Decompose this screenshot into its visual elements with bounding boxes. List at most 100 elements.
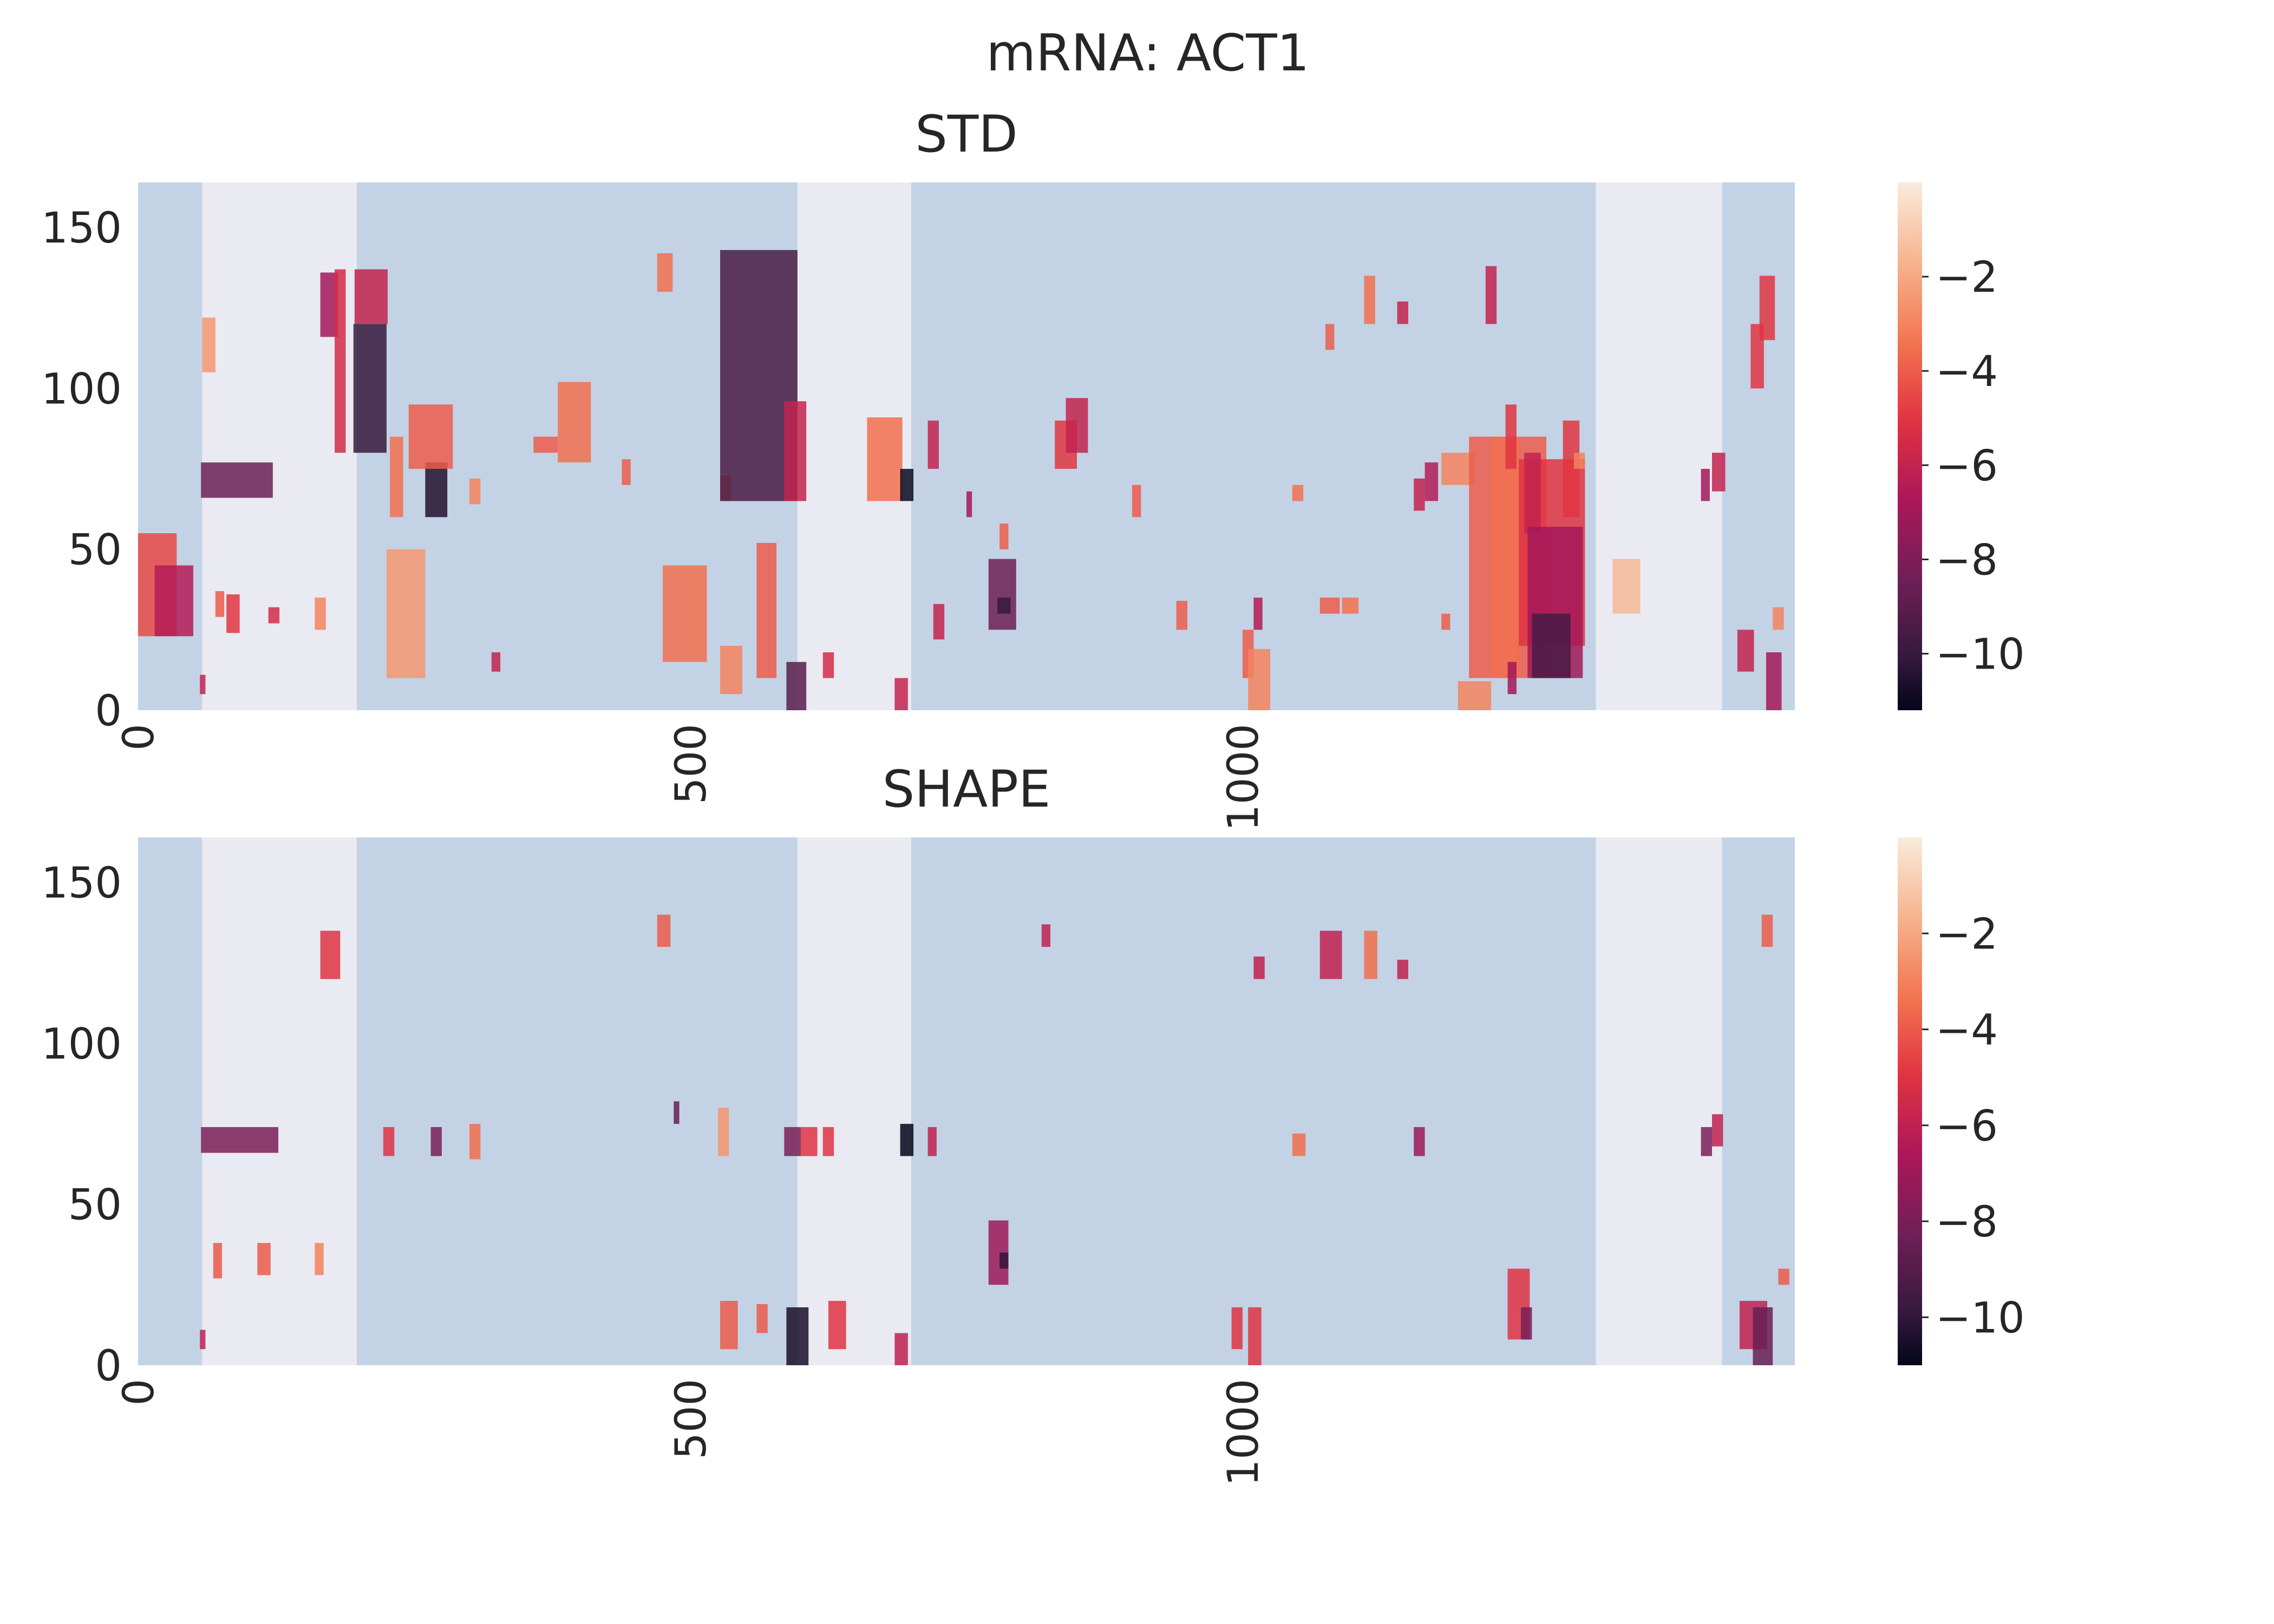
colorbar-tick-label: −2 (1936, 910, 1998, 959)
heatmap-cell (1507, 662, 1517, 695)
heatmap-cell (1325, 324, 1335, 350)
heatmap-cell (1292, 1133, 1306, 1156)
heatmap-cell (657, 914, 671, 947)
background-band (138, 837, 202, 1365)
heatmap-cell (786, 1307, 809, 1365)
background-band (1596, 182, 1722, 710)
heatmap-cell (1364, 931, 1377, 979)
colorbar-tick-label: −4 (1936, 348, 1998, 396)
colorbar-tick-label: −4 (1936, 1006, 1998, 1055)
heatmap-cell (756, 542, 777, 678)
heatmap-cell (1414, 478, 1425, 511)
background-band (797, 837, 911, 1365)
y-tick-label: 0 (95, 1342, 122, 1391)
heatmap-cell (900, 1124, 914, 1156)
y-tick-label: 100 (41, 1020, 122, 1069)
heatmap-cell (720, 646, 742, 695)
heatmap-cell (201, 1127, 279, 1153)
colorbar-tick-label: −10 (1936, 1294, 2025, 1343)
heatmap-cell (1524, 453, 1541, 534)
heatmap-cell (353, 324, 387, 453)
heatmap-cell (315, 1243, 324, 1275)
heatmap-cell (1761, 914, 1773, 947)
x-tick-label: 0 (115, 1379, 164, 1406)
background-band (202, 837, 357, 1365)
heatmap-cell (828, 1301, 846, 1350)
heatmap-cell (1364, 276, 1375, 324)
heatmap-cell (408, 404, 453, 469)
heatmap-cell (1759, 276, 1775, 340)
heatmap-cell (720, 1301, 738, 1350)
heatmap-cell (1253, 597, 1263, 630)
heatmap-cell (1458, 681, 1491, 710)
heatmap-cell (354, 269, 388, 324)
heatmap-cell (999, 1252, 1009, 1269)
colorbar (1898, 837, 1922, 1365)
heatmap-cell (268, 607, 280, 624)
heatmap-cell (674, 1101, 679, 1124)
heatmap-cell (1414, 1127, 1425, 1156)
heatmap-cell (469, 1124, 481, 1160)
heatmap-cell (383, 1127, 395, 1156)
y-tick-label: 0 (95, 687, 122, 736)
background-band (202, 182, 357, 710)
panel-std: STD 0 50 100 150 0 500 1000 −2 −4 −6 −8 −10 (41, 105, 2025, 831)
heatmap-cell (1778, 1268, 1789, 1285)
x-tick-label: 500 (667, 724, 716, 804)
heatmap-cell (1485, 266, 1497, 324)
colorbar-tick-label: −8 (1936, 536, 1998, 585)
heatmap-cell (1701, 469, 1710, 501)
heatmap-cell (1737, 630, 1754, 672)
heatmap-cell (200, 1330, 206, 1350)
colorbar-tick-label: −8 (1936, 1198, 1998, 1247)
background-band (1722, 837, 1795, 1365)
background-band (1722, 182, 1795, 710)
heatmap-cell (900, 469, 914, 501)
colorbar (1898, 182, 1922, 710)
heatmap-cell (320, 931, 341, 979)
heatmap-cell (1712, 453, 1726, 492)
heatmap-cell (558, 382, 591, 463)
heatmap-cell (784, 401, 807, 501)
heatmap-cell (756, 1304, 768, 1333)
heatmap-cell (257, 1243, 271, 1275)
x-tick-label: 0 (115, 724, 164, 751)
heatmap-cell (1397, 959, 1408, 979)
heatmap-cell (927, 420, 939, 469)
heatmap-cell (201, 462, 273, 498)
heatmap-cell (1248, 649, 1270, 710)
heatmap-cell (1342, 597, 1359, 614)
heatmap-cell (784, 1127, 801, 1156)
heatmap-cell (387, 549, 426, 678)
heatmap-cell (430, 1127, 442, 1156)
heatmap-cell (786, 662, 807, 710)
heatmap-cell (1773, 607, 1784, 630)
colorbar-tick-label: −10 (1936, 631, 2025, 679)
heatmap-cell (1319, 597, 1340, 614)
heatmap-cell (999, 523, 1009, 549)
y-tick-label: 50 (68, 1181, 122, 1230)
heatmap-cell (215, 591, 225, 617)
heatmap-cell (1491, 436, 1519, 678)
heatmap-cell (1574, 453, 1585, 469)
heatmap-cell (966, 491, 972, 518)
heatmap-cell (1753, 1307, 1773, 1365)
heatmap-cell (226, 594, 240, 633)
heatmap-cell (663, 565, 707, 662)
y-tick-label: 150 (41, 859, 122, 908)
background-band (356, 837, 798, 1365)
heatmap-cell (1521, 1307, 1532, 1340)
heatmap-cell (202, 317, 215, 372)
heatmap-cell (1612, 559, 1641, 614)
colorbar-tick-label: −6 (1936, 442, 1998, 490)
heatmap-cell (894, 678, 908, 710)
heatmap-cell (1766, 652, 1782, 710)
x-tick-label: 500 (667, 1379, 716, 1459)
heatmap-cell (1132, 484, 1141, 518)
heatmap-cell (491, 652, 501, 672)
heatmap-cell (1441, 613, 1450, 630)
heatmap-cell (335, 269, 346, 453)
heatmap-cell (315, 597, 326, 630)
heatmap-cell (1248, 1307, 1262, 1365)
